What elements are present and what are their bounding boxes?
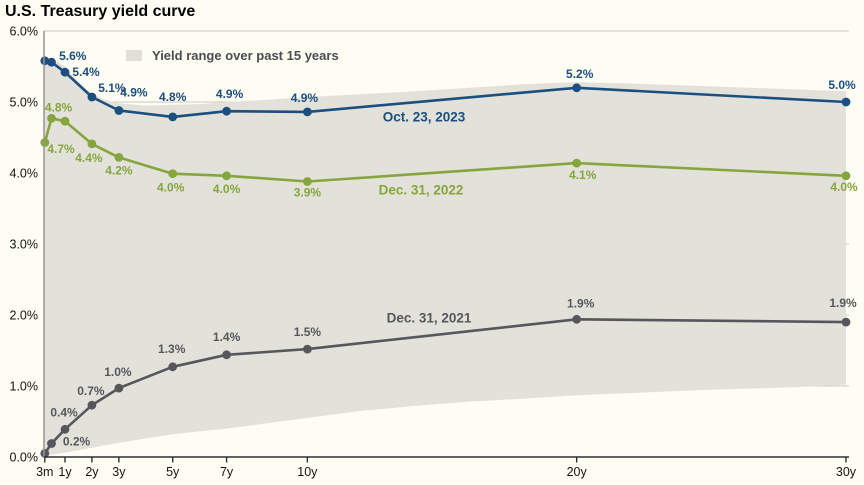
point-label: 1.5% (294, 325, 322, 339)
point-label: 1.0% (104, 365, 132, 379)
x-axis-label: 1y (58, 465, 72, 479)
data-point (114, 383, 124, 393)
series-line (44, 59, 847, 119)
point-label: 1.4% (213, 330, 241, 344)
point-label: 4.1% (569, 168, 597, 182)
data-point (60, 116, 70, 126)
data-point (572, 158, 582, 168)
axes: 3m 1y 2y 3y 5y 7y 10y 20y 30y (36, 31, 857, 479)
series-name-label: Dec. 31, 2021 (387, 311, 472, 326)
legend: Yield range over past 15 years (126, 48, 339, 63)
point-label: 5.4% (72, 65, 100, 79)
yield-range-area (44, 56, 846, 456)
point-label: 1.9% (829, 296, 857, 310)
series-line (43, 317, 847, 455)
point-label: 0.2% (63, 435, 91, 449)
data-point (47, 439, 56, 448)
y-axis-label: 4.0% (10, 167, 39, 181)
point-label: 4.8% (159, 90, 187, 104)
legend-swatch-icon (126, 50, 142, 61)
data-point (114, 153, 124, 162)
y-axis-label: 0.0% (10, 451, 39, 465)
point-label: 4.9% (120, 86, 148, 100)
y-axis-label: 3.0% (10, 238, 39, 252)
data-point (168, 169, 178, 179)
data-point (841, 97, 851, 107)
point-label: 5.0% (828, 78, 856, 92)
data-point (87, 139, 97, 149)
data-point (303, 107, 312, 117)
data-point (60, 424, 70, 434)
point-label: 1.9% (567, 296, 595, 310)
data-point (168, 362, 178, 372)
y-axis-label: 5.0% (10, 96, 39, 110)
x-axis-label: 20y (567, 465, 588, 479)
page-title: U.S. Treasury yield curve (5, 3, 196, 20)
x-axis-label: 7y (220, 465, 234, 479)
y-axis-label: 1.0% (10, 380, 39, 394)
data-point (572, 83, 582, 93)
series-name-label: Oct. 23, 2023 (383, 110, 466, 125)
data-point (40, 449, 50, 458)
point-label: 4.7% (47, 142, 75, 156)
data-point (47, 113, 56, 123)
point-label: 5.6% (59, 49, 87, 63)
data-point (222, 171, 232, 181)
point-label: 4.9% (291, 91, 319, 105)
point-label: 4.0% (830, 180, 858, 194)
point-label: 3.9% (294, 186, 322, 200)
data-point (572, 314, 582, 324)
data-point (841, 317, 851, 327)
x-axis-label: 3y (112, 465, 126, 479)
data-point (87, 92, 97, 102)
yield-range-band (44, 56, 846, 456)
series-line (43, 117, 847, 183)
data-point (168, 112, 178, 122)
x-axis-label: 3m (36, 465, 53, 479)
legend-label: Yield range over past 15 years (152, 48, 339, 63)
point-label: 4.8% (45, 100, 73, 114)
y-axis-label: 6.0% (10, 25, 39, 39)
x-axis-label: 30y (836, 465, 857, 479)
data-point (303, 344, 312, 354)
point-label: 1.3% (158, 342, 186, 356)
data-point (47, 57, 56, 67)
point-label: 5.2% (566, 67, 594, 81)
series-lines: 5.6%5.4%5.1%4.9% 4.8% 4.9% 4.9%5.2%5.0%Oct.… (40, 49, 858, 458)
data-point (114, 106, 124, 115)
point-label: 0.7% (77, 384, 105, 398)
y-axis-label: 2.0% (10, 309, 39, 323)
point-label: 0.4% (50, 405, 78, 419)
x-axis-label: 2y (85, 465, 99, 479)
data-point (222, 350, 232, 360)
point-label: 4.0% (157, 181, 185, 195)
data-point (40, 56, 50, 66)
point-label: 5.1% (98, 81, 126, 95)
x-axis-label: 10y (297, 465, 318, 479)
x-axis-label: 5y (166, 465, 180, 479)
series-name-label: Dec. 31, 2022 (379, 183, 464, 198)
data-point (60, 67, 70, 77)
data-point (841, 171, 851, 181)
point-label: 4.0% (213, 182, 241, 196)
point-label: 4.2% (105, 163, 133, 177)
data-point (303, 177, 312, 186)
data-point (40, 138, 50, 147)
data-point (222, 106, 232, 116)
point-label: 4.4% (75, 151, 103, 165)
point-label: 4.9% (216, 87, 244, 101)
data-point (87, 400, 97, 410)
